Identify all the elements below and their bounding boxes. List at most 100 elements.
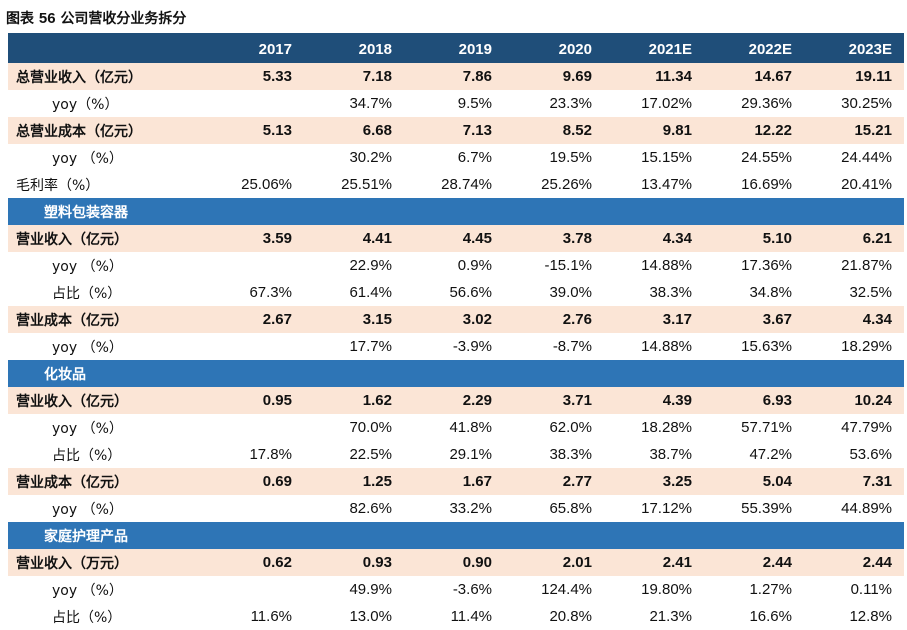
table-cell: 16.69% — [704, 171, 804, 198]
row-label: 营业成本（亿元） — [8, 306, 204, 333]
table-cell: 30.25% — [804, 90, 904, 117]
table-cell: 18.28% — [604, 414, 704, 441]
table-cell: 21.87% — [804, 252, 904, 279]
table-cell: 14.88% — [604, 252, 704, 279]
table-row: 占比（%） 17.8% 22.5% 29.1% 38.3% 38.7% 47.2% 53.6% — [8, 441, 904, 468]
table-row-highlight: 营业收入（亿元） 0.95 1.62 2.29 3.71 4.39 6.93 10.24 — [8, 387, 904, 414]
section-title: 塑料包装容器 — [8, 198, 904, 225]
table-cell: 25.51% — [304, 171, 404, 198]
table-row: yoy （%） 49.9% -3.6% 124.4% 19.80% 1.27% 0.11% — [8, 576, 904, 603]
row-label: yoy （%） — [8, 144, 204, 171]
table-row: yoy（%） 34.7% 9.5% 23.3% 17.02% 29.36% 30.25% — [8, 90, 904, 117]
table-cell: 0.95 — [204, 387, 304, 414]
figure-title-text: 公司营收分业务拆分 — [60, 11, 187, 27]
table-cell: 9.81 — [604, 117, 704, 144]
table-row: yoy （%） 22.9% 0.9% -15.1% 14.88% 17.36% 21.87% — [8, 252, 904, 279]
table-cell: 57.71% — [704, 414, 804, 441]
table-cell: 17.12% — [604, 495, 704, 522]
section-header-row: 塑料包装容器 — [8, 198, 904, 225]
table-cell: 5.33 — [204, 63, 304, 90]
row-label: 总营业收入（亿元） — [8, 63, 204, 90]
table-cell: 9.69 — [504, 63, 604, 90]
table-cell: 19.5% — [504, 144, 604, 171]
table-cell: 12.22 — [704, 117, 804, 144]
table-cell: -3.6% — [404, 576, 504, 603]
header-year: 2018 — [304, 36, 404, 63]
table-cell: 11.4% — [404, 603, 504, 630]
table-cell: 12.8% — [804, 603, 904, 630]
table-cell — [204, 252, 304, 279]
row-label: 占比（%） — [8, 279, 204, 306]
table-cell: 29.36% — [704, 90, 804, 117]
table-cell: 34.7% — [304, 90, 404, 117]
table-cell: 1.62 — [304, 387, 404, 414]
table-cell: 49.9% — [304, 576, 404, 603]
table-cell: 47.79% — [804, 414, 904, 441]
header-year: 2020 — [504, 36, 604, 63]
table-cell: 24.55% — [704, 144, 804, 171]
table-cell: 38.7% — [604, 441, 704, 468]
table-cell: 0.90 — [404, 549, 504, 576]
table-row: 占比（%） 67.3% 61.4% 56.6% 39.0% 38.3% 34.8% 32.5% — [8, 279, 904, 306]
table-cell: 65.8% — [504, 495, 604, 522]
table-cell: 24.44% — [804, 144, 904, 171]
header-year: 2021E — [604, 36, 704, 63]
table-cell: 21.3% — [604, 603, 704, 630]
table-cell: 20.41% — [804, 171, 904, 198]
table-cell: 33.2% — [404, 495, 504, 522]
table-cell — [204, 576, 304, 603]
table-cell: 2.67 — [204, 306, 304, 333]
table-cell: 0.11% — [804, 576, 904, 603]
table-cell: 3.78 — [504, 225, 604, 252]
table-cell: 5.10 — [704, 225, 804, 252]
table-cell: 53.6% — [804, 441, 904, 468]
row-label: yoy （%） — [8, 414, 204, 441]
table-cell: 5.04 — [704, 468, 804, 495]
table-row: yoy （%） 17.7% -3.9% -8.7% 14.88% 15.63% 18.29% — [8, 333, 904, 360]
table-row-highlight: 营业收入（万元） 0.62 0.93 0.90 2.01 2.41 2.44 2.44 — [8, 549, 904, 576]
row-label: yoy （%） — [8, 495, 204, 522]
table-row-highlight: 营业成本（亿元） 2.67 3.15 3.02 2.76 3.17 3.67 4.34 — [8, 306, 904, 333]
table-cell: 13.0% — [304, 603, 404, 630]
table-cell — [204, 333, 304, 360]
table-cell: 38.3% — [504, 441, 604, 468]
row-label: 营业成本（亿元） — [8, 468, 204, 495]
row-label: yoy （%） — [8, 333, 204, 360]
table-cell: 7.31 — [804, 468, 904, 495]
table-cell: 17.02% — [604, 90, 704, 117]
table-cell: 28.74% — [404, 171, 504, 198]
section-title: 家庭护理产品 — [8, 522, 904, 549]
table-cell: 25.06% — [204, 171, 304, 198]
table-cell: 1.25 — [304, 468, 404, 495]
table-cell: 39.0% — [504, 279, 604, 306]
section-header-row: 化妆品 — [8, 360, 904, 387]
section-header-row: 家庭护理产品 — [8, 522, 904, 549]
row-label: 总营业成本（亿元） — [8, 117, 204, 144]
table-cell: 8.52 — [504, 117, 604, 144]
table-cell: 17.36% — [704, 252, 804, 279]
table-header-row: 2017 2018 2019 2020 2021E 2022E 2023E — [8, 36, 904, 63]
figure-title-number: 56 — [38, 10, 56, 27]
figure-title-prefix: 图表 — [6, 11, 34, 27]
table-cell: 15.21 — [804, 117, 904, 144]
table-cell: 7.86 — [404, 63, 504, 90]
header-year: 2019 — [404, 36, 504, 63]
table-cell: 13.47% — [604, 171, 704, 198]
table-cell — [204, 144, 304, 171]
table-cell: 3.67 — [704, 306, 804, 333]
table-cell: 0.93 — [304, 549, 404, 576]
title-divider — [8, 33, 904, 36]
table-row: 毛利率（%） 25.06% 25.51% 28.74% 25.26% 13.47% 16.6… — [8, 171, 904, 198]
table-cell: 2.29 — [404, 387, 504, 414]
row-label: 营业收入（万元） — [8, 549, 204, 576]
table-cell: 4.41 — [304, 225, 404, 252]
table-cell: 2.77 — [504, 468, 604, 495]
header-year: 2017 — [204, 36, 304, 63]
table-cell: 70.0% — [304, 414, 404, 441]
table-cell: 3.71 — [504, 387, 604, 414]
table-cell — [204, 414, 304, 441]
table-cell: 82.6% — [304, 495, 404, 522]
table-cell: 2.41 — [604, 549, 704, 576]
table-cell: 5.13 — [204, 117, 304, 144]
table-cell: 22.5% — [304, 441, 404, 468]
